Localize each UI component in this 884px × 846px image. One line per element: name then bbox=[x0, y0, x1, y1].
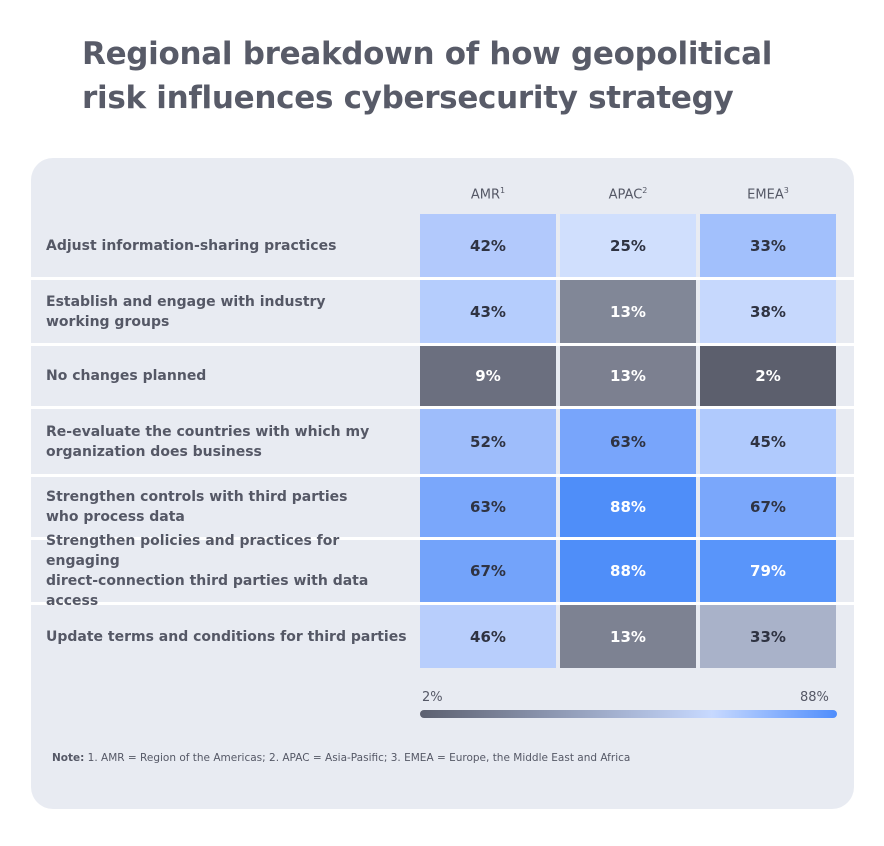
heatmap-cell-emea: 79% bbox=[700, 540, 836, 602]
column-header-footnote-marker: 2 bbox=[642, 186, 648, 195]
row-label: Establish and engage with industry workin… bbox=[46, 280, 412, 343]
title-line-2: risk influences cybersecurity strategy bbox=[82, 80, 734, 116]
row-label-line: Re-evaluate the countries with which my bbox=[46, 423, 370, 440]
heatmap-cell-emea: 67% bbox=[700, 477, 836, 537]
title-line-1: Regional breakdown of how geopolitical bbox=[82, 36, 773, 72]
heatmap-cell-amr: 52% bbox=[420, 409, 556, 474]
row-label-line: direct-connection third parties with dat… bbox=[46, 573, 369, 609]
row-label-line: Strengthen policies and practices for en… bbox=[46, 533, 340, 569]
row-label-line: Adjust information-sharing practices bbox=[46, 237, 337, 254]
scale-max-label: 88% bbox=[800, 690, 829, 705]
note-text: 1. AMR = Region of the Americas; 2. APAC… bbox=[84, 752, 631, 764]
row-label: No changes planned bbox=[46, 346, 412, 406]
row-label-line: working groups bbox=[46, 313, 170, 330]
heatmap-cell-amr: 46% bbox=[420, 605, 556, 668]
footnote: Note: 1. AMR = Region of the Americas; 2… bbox=[52, 752, 832, 764]
column-header-label: EMEA bbox=[747, 187, 784, 203]
row-label: Re-evaluate the countries with which my o… bbox=[46, 409, 412, 474]
heatmap-cell-apac: 13% bbox=[560, 346, 696, 406]
color-scale-bar bbox=[420, 710, 837, 718]
chart-title: Regional breakdown of how geopolitical r… bbox=[82, 32, 842, 120]
row-label-line: organization does business bbox=[46, 443, 262, 460]
row-label-line: Update terms and conditions for third pa… bbox=[46, 628, 407, 645]
heatmap-cell-apac: 25% bbox=[560, 214, 696, 277]
column-header-amr: AMR1 bbox=[420, 186, 556, 206]
note-prefix: Note: bbox=[52, 752, 85, 764]
column-header-label: APAC bbox=[608, 187, 643, 203]
heatmap-cell-amr: 42% bbox=[420, 214, 556, 277]
heatmap-cell-apac: 13% bbox=[560, 605, 696, 668]
row-separator bbox=[31, 474, 854, 477]
row-label-line: Establish and engage with industry bbox=[46, 293, 326, 310]
heatmap-cell-apac: 88% bbox=[560, 540, 696, 602]
heatmap-cell-amr: 63% bbox=[420, 477, 556, 537]
heatmap-cell-apac: 88% bbox=[560, 477, 696, 537]
scale-min-label: 2% bbox=[422, 690, 443, 705]
heatmap-cell-emea: 2% bbox=[700, 346, 836, 406]
row-label: Adjust information-sharing practices bbox=[46, 214, 412, 277]
row-separator bbox=[31, 343, 854, 346]
heatmap-cell-emea: 33% bbox=[700, 605, 836, 668]
column-header-emea: EMEA3 bbox=[700, 186, 836, 206]
row-label-line: who process data bbox=[46, 509, 185, 525]
column-header-footnote-marker: 3 bbox=[783, 186, 789, 195]
column-header-apac: APAC2 bbox=[560, 186, 696, 206]
heatmap-cell-amr: 43% bbox=[420, 280, 556, 343]
heatmap-cell-emea: 38% bbox=[700, 280, 836, 343]
heatmap-cell-emea: 33% bbox=[700, 214, 836, 277]
heatmap-cell-amr: 9% bbox=[420, 346, 556, 406]
row-separator bbox=[31, 537, 854, 540]
heatmap-cell-apac: 63% bbox=[560, 409, 696, 474]
column-header-footnote-marker: 1 bbox=[500, 186, 506, 195]
heatmap-cell-amr: 67% bbox=[420, 540, 556, 602]
row-separator bbox=[31, 406, 854, 409]
column-header-label: AMR bbox=[470, 187, 501, 203]
row-label-line: Strengthen controls with third parties bbox=[46, 489, 348, 505]
heatmap-cell-emea: 45% bbox=[700, 409, 836, 474]
row-label-line: No changes planned bbox=[46, 368, 207, 384]
row-separator bbox=[31, 602, 854, 605]
row-separator bbox=[31, 277, 854, 280]
row-label: Update terms and conditions for third pa… bbox=[46, 605, 412, 668]
row-label: Strengthen controls with third parties wh… bbox=[46, 477, 412, 537]
heatmap-cell-apac: 13% bbox=[560, 280, 696, 343]
row-label: Strengthen policies and practices for en… bbox=[46, 533, 412, 609]
